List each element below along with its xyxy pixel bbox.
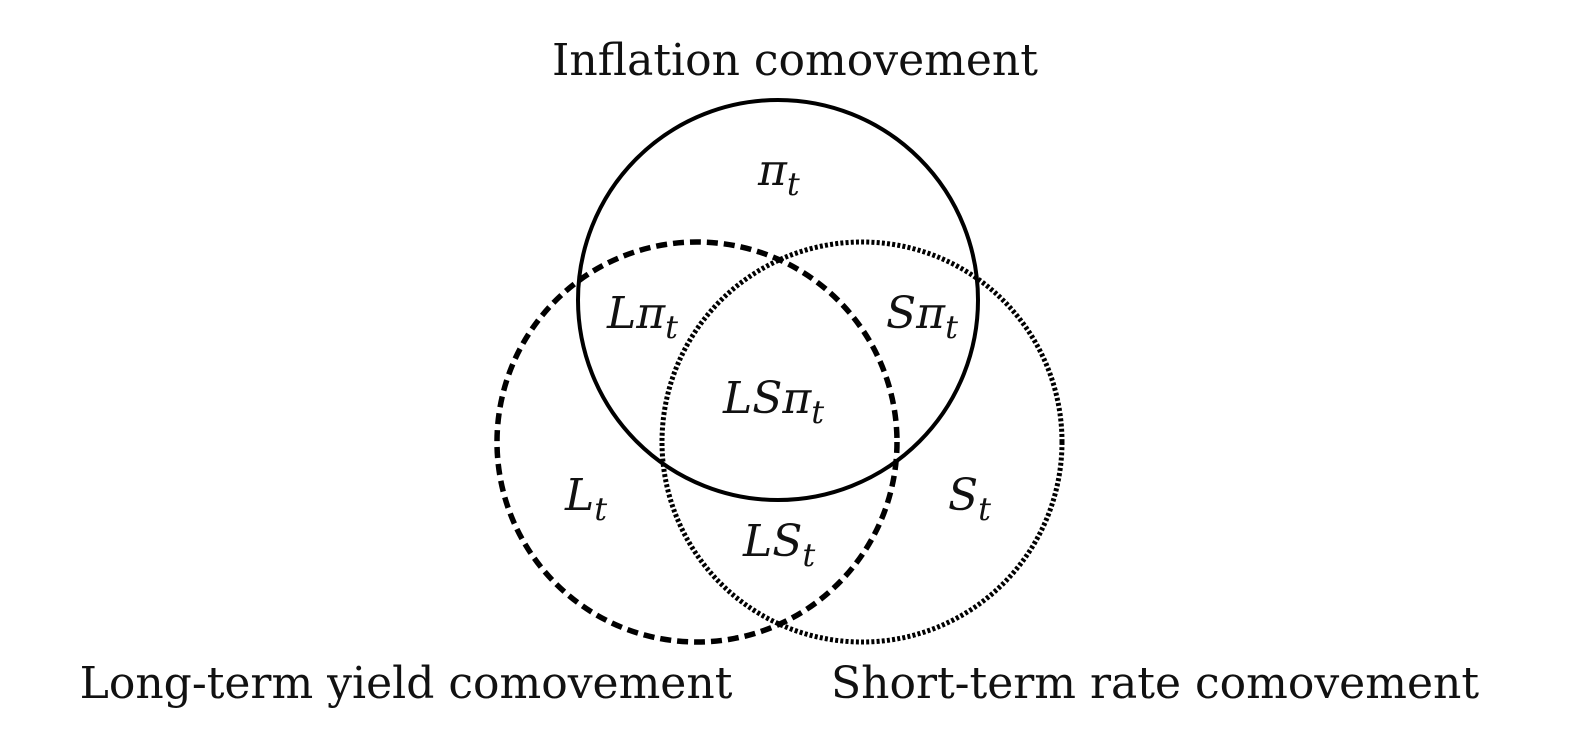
region-label-l: Lt xyxy=(564,470,607,528)
region-label-s-sub: t xyxy=(978,490,991,528)
region-label-l-s-pi: LSπt xyxy=(722,373,824,431)
inflation-set-label: Inflation comovement xyxy=(552,35,1038,86)
region-label-l-main: L xyxy=(564,470,594,521)
region-label-l-s: LSt xyxy=(742,516,815,574)
region-label-l-pi-main: Lπ xyxy=(606,288,666,339)
inflation-circle xyxy=(576,98,980,502)
region-label-l-s-main: LS xyxy=(742,516,802,567)
long-term-yield-set-label: Long-term yield comovement xyxy=(80,658,733,709)
region-label-pi-main: π xyxy=(757,145,788,196)
region-label-l-pi-sub: t xyxy=(665,308,678,346)
region-label-l-s-pi-main: LSπ xyxy=(722,373,812,424)
region-label-s: St xyxy=(948,470,991,528)
region-label-pi-sub: t xyxy=(787,165,800,203)
region-label-s-pi: Sπt xyxy=(886,288,958,346)
region-label-l-s-pi-sub: t xyxy=(811,393,824,431)
region-label-s-main: S xyxy=(948,470,978,521)
region-label-l-pi: Lπt xyxy=(606,288,678,346)
region-label-l-sub: t xyxy=(594,490,607,528)
region-label-s-pi-main: Sπ xyxy=(886,288,946,339)
region-label-s-pi-sub: t xyxy=(945,308,958,346)
region-label-pi: πt xyxy=(757,145,800,203)
region-label-l-s-sub: t xyxy=(802,536,815,574)
short-term-rate-set-label: Short-term rate comovement xyxy=(831,658,1479,709)
short-term-rate-circle xyxy=(659,239,1065,645)
long-term-yield-circle xyxy=(494,239,900,645)
